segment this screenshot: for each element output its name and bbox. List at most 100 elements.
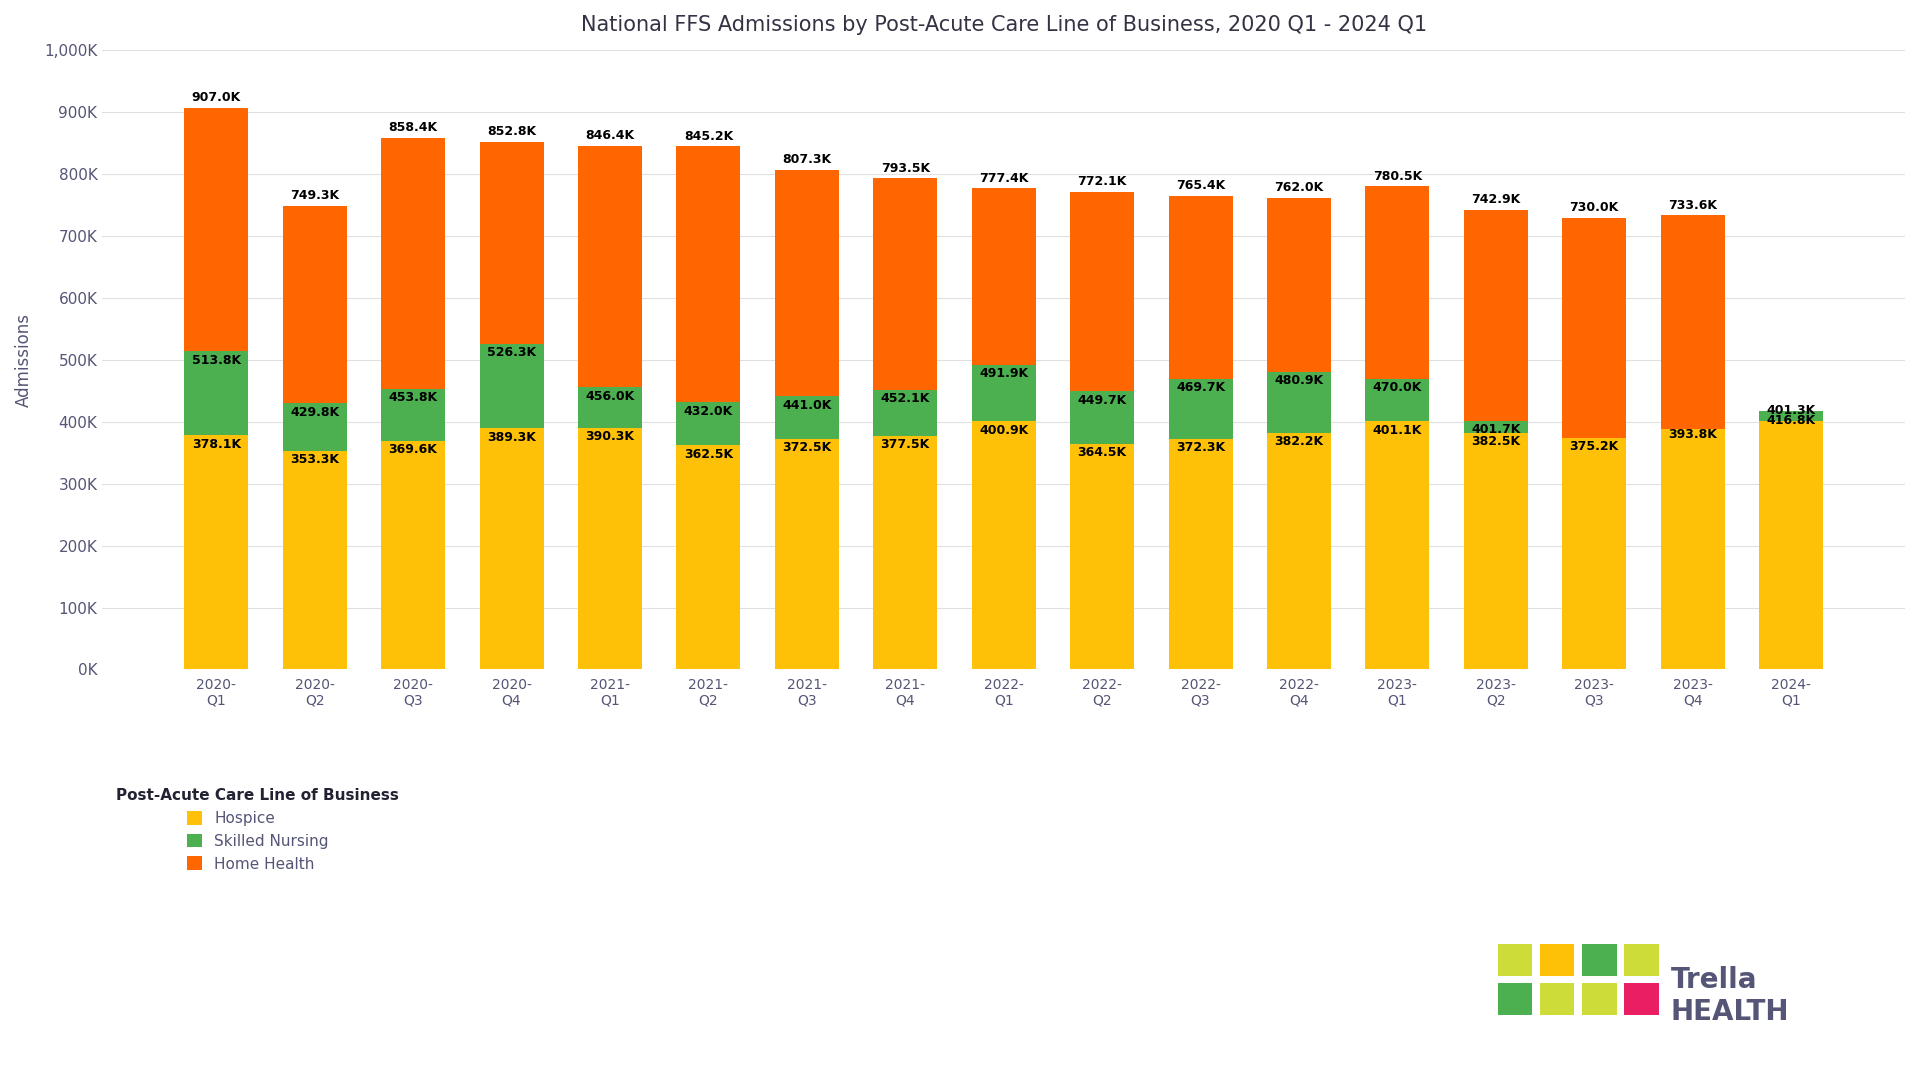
- Bar: [1661, 426, 1724, 430]
- Bar: [1563, 437, 1626, 670]
- Text: 390.3K: 390.3K: [586, 430, 634, 443]
- Text: 480.9K: 480.9K: [1275, 375, 1323, 388]
- Text: 452.1K: 452.1K: [881, 392, 929, 405]
- Title: National FFS Admissions by Post-Acute Care Line of Business, 2020 Q1 - 2024 Q1: National FFS Admissions by Post-Acute Ca…: [580, 15, 1427, 35]
- Text: 469.7K: 469.7K: [1175, 381, 1225, 394]
- Bar: [1759, 411, 1824, 421]
- Bar: [1463, 210, 1528, 421]
- Bar: [1169, 195, 1233, 379]
- Bar: [1267, 433, 1331, 670]
- Bar: [578, 387, 641, 428]
- Bar: [1169, 379, 1233, 438]
- Bar: [1069, 191, 1135, 391]
- Bar: [382, 441, 445, 670]
- Bar: [874, 435, 937, 670]
- Bar: [1365, 378, 1428, 421]
- Bar: [676, 402, 741, 445]
- Text: 400.9K: 400.9K: [979, 423, 1029, 436]
- Text: 491.9K: 491.9K: [979, 367, 1029, 380]
- Legend: Hospice, Skilled Nursing, Home Health: Hospice, Skilled Nursing, Home Health: [109, 782, 405, 878]
- Text: 449.7K: 449.7K: [1077, 393, 1127, 406]
- Text: 369.6K: 369.6K: [388, 443, 438, 456]
- Text: 749.3K: 749.3K: [290, 189, 340, 202]
- Text: 377.5K: 377.5K: [881, 438, 929, 451]
- Bar: [578, 146, 641, 387]
- Bar: [1563, 217, 1626, 437]
- Text: 416.8K: 416.8K: [1766, 414, 1816, 427]
- Text: 456.0K: 456.0K: [586, 390, 636, 403]
- Bar: [776, 396, 839, 438]
- Bar: [184, 108, 248, 351]
- Text: 526.3K: 526.3K: [488, 346, 536, 360]
- Text: 375.2K: 375.2K: [1569, 440, 1619, 453]
- Text: 765.4K: 765.4K: [1175, 179, 1225, 192]
- Text: 441.0K: 441.0K: [781, 399, 831, 411]
- Text: 372.5K: 372.5K: [781, 442, 831, 455]
- Bar: [480, 141, 543, 343]
- Text: 432.0K: 432.0K: [684, 405, 733, 418]
- Text: 846.4K: 846.4K: [586, 129, 634, 141]
- Bar: [282, 205, 348, 404]
- Bar: [1267, 198, 1331, 372]
- Text: 353.3K: 353.3K: [290, 454, 340, 467]
- Text: 429.8K: 429.8K: [290, 406, 340, 419]
- Bar: [1661, 215, 1724, 430]
- Bar: [1365, 187, 1428, 378]
- Bar: [972, 188, 1035, 365]
- Text: 470.0K: 470.0K: [1373, 381, 1423, 394]
- Bar: [282, 450, 348, 670]
- Bar: [1365, 421, 1428, 670]
- Text: 453.8K: 453.8K: [388, 391, 438, 404]
- Text: 793.5K: 793.5K: [881, 162, 929, 175]
- Text: 858.4K: 858.4K: [388, 121, 438, 134]
- Text: 393.8K: 393.8K: [1668, 428, 1716, 441]
- Bar: [972, 421, 1035, 670]
- Text: 401.3K: 401.3K: [1766, 404, 1816, 417]
- Bar: [480, 343, 543, 429]
- Text: 382.5K: 382.5K: [1471, 435, 1521, 448]
- Text: 777.4K: 777.4K: [979, 172, 1029, 185]
- Text: 382.2K: 382.2K: [1275, 435, 1323, 448]
- Bar: [1069, 391, 1135, 444]
- Text: 372.3K: 372.3K: [1175, 442, 1225, 455]
- Text: 730.0K: 730.0K: [1569, 201, 1619, 214]
- Text: 780.5K: 780.5K: [1373, 170, 1423, 183]
- Bar: [776, 170, 839, 396]
- Bar: [184, 435, 248, 670]
- Bar: [382, 138, 445, 389]
- Text: 742.9K: 742.9K: [1471, 193, 1521, 206]
- Bar: [676, 445, 741, 670]
- Bar: [676, 146, 741, 402]
- Text: 772.1K: 772.1K: [1077, 175, 1127, 188]
- Text: 378.1K: 378.1K: [192, 437, 240, 450]
- Y-axis label: Admissions: Admissions: [15, 313, 33, 407]
- Bar: [1759, 411, 1824, 670]
- Bar: [480, 429, 543, 670]
- Text: 513.8K: 513.8K: [192, 354, 240, 367]
- Text: 807.3K: 807.3K: [781, 153, 831, 166]
- Bar: [578, 428, 641, 670]
- Bar: [184, 351, 248, 435]
- Bar: [874, 178, 937, 390]
- Bar: [282, 404, 348, 450]
- Bar: [1463, 433, 1528, 670]
- Text: 364.5K: 364.5K: [1077, 446, 1127, 459]
- Text: Trella
HEALTH: Trella HEALTH: [1670, 966, 1789, 1026]
- Text: 762.0K: 762.0K: [1275, 181, 1323, 194]
- Bar: [1661, 426, 1724, 670]
- Bar: [1069, 444, 1135, 670]
- Bar: [382, 389, 445, 441]
- Text: 389.3K: 389.3K: [488, 431, 536, 444]
- Text: 362.5K: 362.5K: [684, 447, 733, 460]
- Bar: [1169, 438, 1233, 670]
- Bar: [1267, 372, 1331, 433]
- Text: 907.0K: 907.0K: [192, 92, 240, 105]
- Bar: [776, 438, 839, 670]
- Bar: [874, 390, 937, 435]
- Text: 733.6K: 733.6K: [1668, 199, 1716, 212]
- Bar: [1463, 421, 1528, 433]
- Text: 401.7K: 401.7K: [1471, 423, 1521, 436]
- Text: 852.8K: 852.8K: [488, 125, 536, 138]
- Bar: [972, 365, 1035, 421]
- Text: 401.1K: 401.1K: [1373, 423, 1423, 436]
